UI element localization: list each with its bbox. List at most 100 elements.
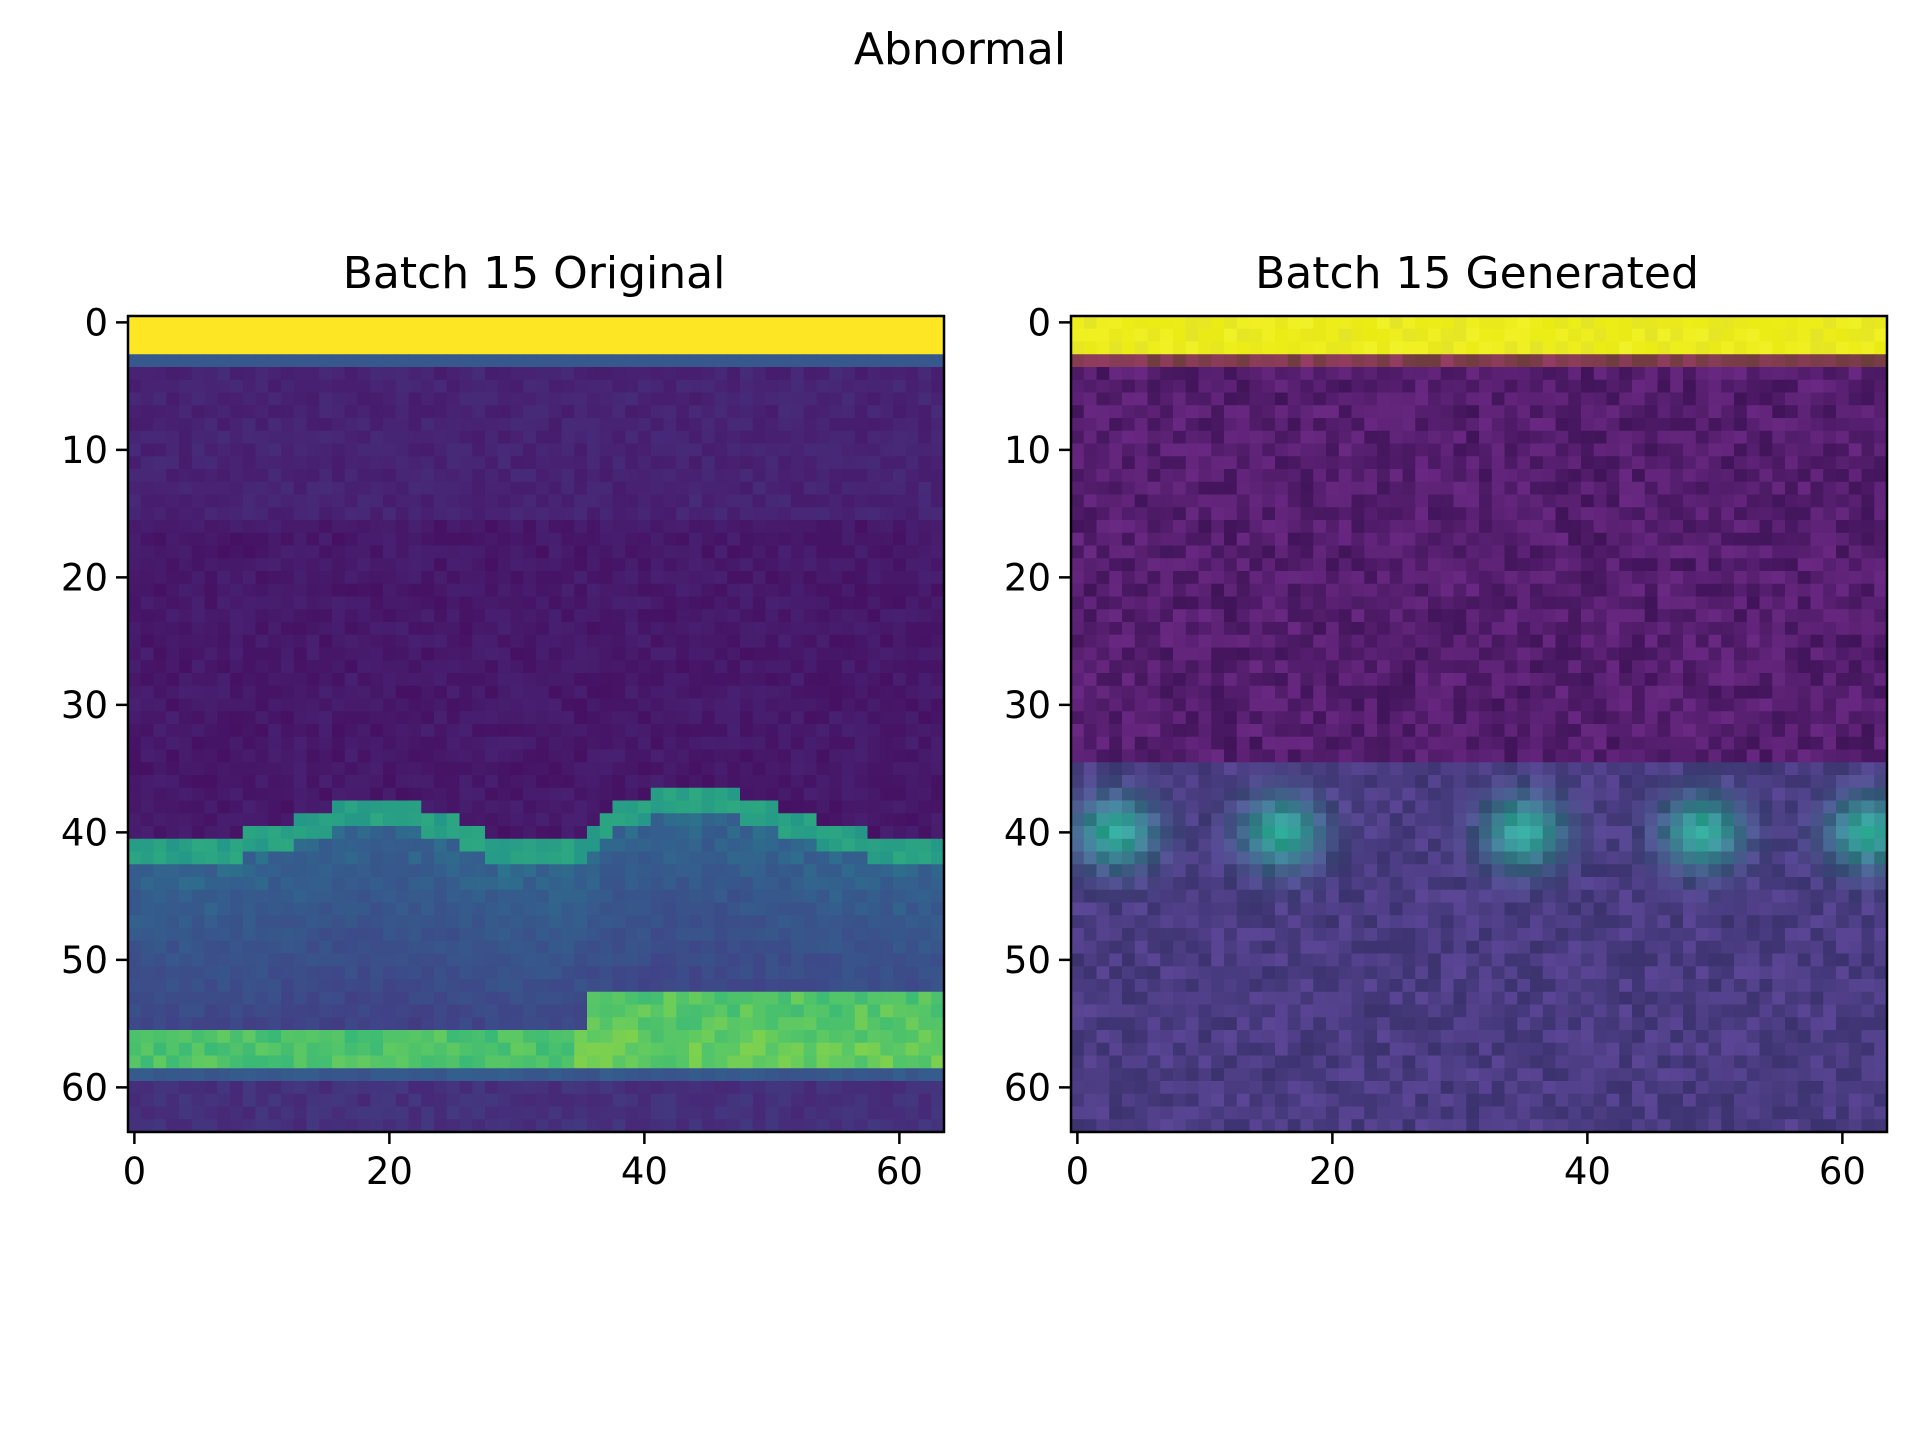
heatmap-cell — [128, 698, 142, 712]
heatmap-cell — [676, 762, 690, 776]
heatmap-cell — [421, 596, 435, 610]
heatmap-cell — [714, 558, 728, 572]
heatmap-cell — [829, 1093, 843, 1108]
heatmap-cell — [752, 877, 767, 891]
heatmap-cell — [867, 583, 881, 598]
heatmap-cell — [676, 966, 690, 980]
heatmap-cell — [357, 787, 371, 802]
heatmap-cell — [510, 354, 524, 368]
heatmap-cell — [816, 762, 830, 776]
heatmap-cell — [650, 520, 665, 534]
heatmap-cell — [561, 864, 575, 878]
heatmap-cell — [459, 749, 473, 763]
heatmap-cell — [1797, 367, 1812, 381]
heatmap-cell — [242, 1004, 257, 1018]
heatmap-cell — [472, 736, 486, 751]
heatmap-cell — [293, 316, 308, 330]
heatmap-cell — [650, 775, 665, 789]
heatmap-cell — [574, 749, 588, 763]
heatmap-cell — [1632, 316, 1646, 330]
heatmap-cell — [357, 392, 371, 406]
heatmap-cell — [625, 787, 639, 802]
heatmap-cell — [791, 571, 805, 585]
heatmap-cell — [1479, 367, 1493, 381]
heatmap-cell — [281, 341, 295, 355]
heatmap-cell — [497, 1106, 512, 1120]
heatmap-cell — [880, 341, 894, 355]
heatmap-cell — [791, 685, 805, 700]
heatmap-cell — [1466, 341, 1480, 355]
heatmap-cell — [357, 877, 371, 891]
heatmap-cell — [1198, 430, 1212, 445]
heatmap-cell — [880, 367, 894, 381]
heatmap-cell — [548, 775, 563, 789]
heatmap-cell — [217, 1093, 231, 1108]
heatmap-cell — [740, 571, 754, 585]
heatmap-cell — [421, 622, 435, 636]
heatmap-cell — [854, 418, 869, 432]
heatmap-cell — [1657, 367, 1671, 381]
heatmap-cell — [867, 979, 881, 993]
heatmap-cell — [905, 443, 920, 457]
y-tick-label: 40 — [61, 811, 108, 854]
heatmap-cell — [306, 430, 320, 445]
heatmap-cell — [523, 545, 537, 559]
heatmap-cell — [230, 1004, 244, 1018]
heatmap-cell — [574, 991, 588, 1006]
heatmap-cell — [1109, 481, 1123, 496]
heatmap-cell — [676, 1068, 690, 1082]
heatmap-cell — [676, 736, 690, 751]
heatmap-cell — [166, 698, 180, 712]
heatmap-cell — [153, 456, 167, 470]
heatmap-cell — [332, 966, 346, 980]
heatmap-cell — [740, 379, 754, 394]
heatmap-cell — [1746, 316, 1761, 330]
heatmap-cell — [829, 316, 843, 330]
heatmap-cell — [1134, 456, 1149, 470]
heatmap-cell — [599, 813, 614, 827]
heatmap-cell — [446, 1004, 461, 1018]
heatmap-cell — [421, 851, 435, 865]
heatmap-cell — [1670, 379, 1684, 394]
heatmap-cell — [701, 609, 716, 623]
heatmap-cell — [523, 1055, 537, 1069]
heatmap-cell — [1504, 418, 1518, 432]
heatmap-cell — [842, 622, 856, 636]
heatmap-cell — [395, 979, 410, 993]
heatmap-cell — [561, 456, 575, 470]
heatmap-cell — [689, 392, 703, 406]
heatmap-cell — [1568, 469, 1582, 483]
heatmap-cell — [1491, 443, 1506, 457]
heatmap-cell — [408, 1042, 422, 1057]
heatmap-cell — [561, 545, 575, 559]
heatmap-cell — [893, 1093, 907, 1108]
heatmap-cell — [574, 928, 588, 942]
heatmap-cell — [880, 787, 894, 802]
heatmap-cell — [727, 1017, 741, 1031]
heatmap-cell — [829, 711, 843, 725]
heatmap-cell — [1491, 456, 1506, 470]
heatmap-cell — [638, 405, 652, 419]
heatmap-cell — [1581, 430, 1595, 445]
heatmap-cell — [842, 379, 856, 394]
heatmap-cell — [497, 583, 512, 598]
heatmap-cell — [242, 341, 257, 355]
heatmap-cell — [306, 877, 320, 891]
heatmap-cell — [548, 392, 563, 406]
heatmap-cell — [434, 494, 448, 508]
heatmap-cell — [383, 430, 397, 445]
heatmap-cell — [548, 379, 563, 394]
heatmap-cell — [344, 379, 359, 394]
heatmap-cell — [230, 787, 244, 802]
heatmap-cell — [854, 673, 869, 687]
heatmap-cell — [561, 953, 575, 967]
heatmap-cell — [332, 762, 346, 776]
heatmap-cell — [663, 443, 677, 457]
heatmap-cell — [816, 328, 830, 343]
heatmap-cell — [625, 800, 639, 814]
heatmap-cell — [1466, 392, 1480, 406]
heatmap-cell — [1504, 469, 1518, 483]
heatmap-cell — [1275, 481, 1289, 496]
heatmap-cell — [319, 469, 333, 483]
heatmap-cell — [842, 915, 856, 929]
